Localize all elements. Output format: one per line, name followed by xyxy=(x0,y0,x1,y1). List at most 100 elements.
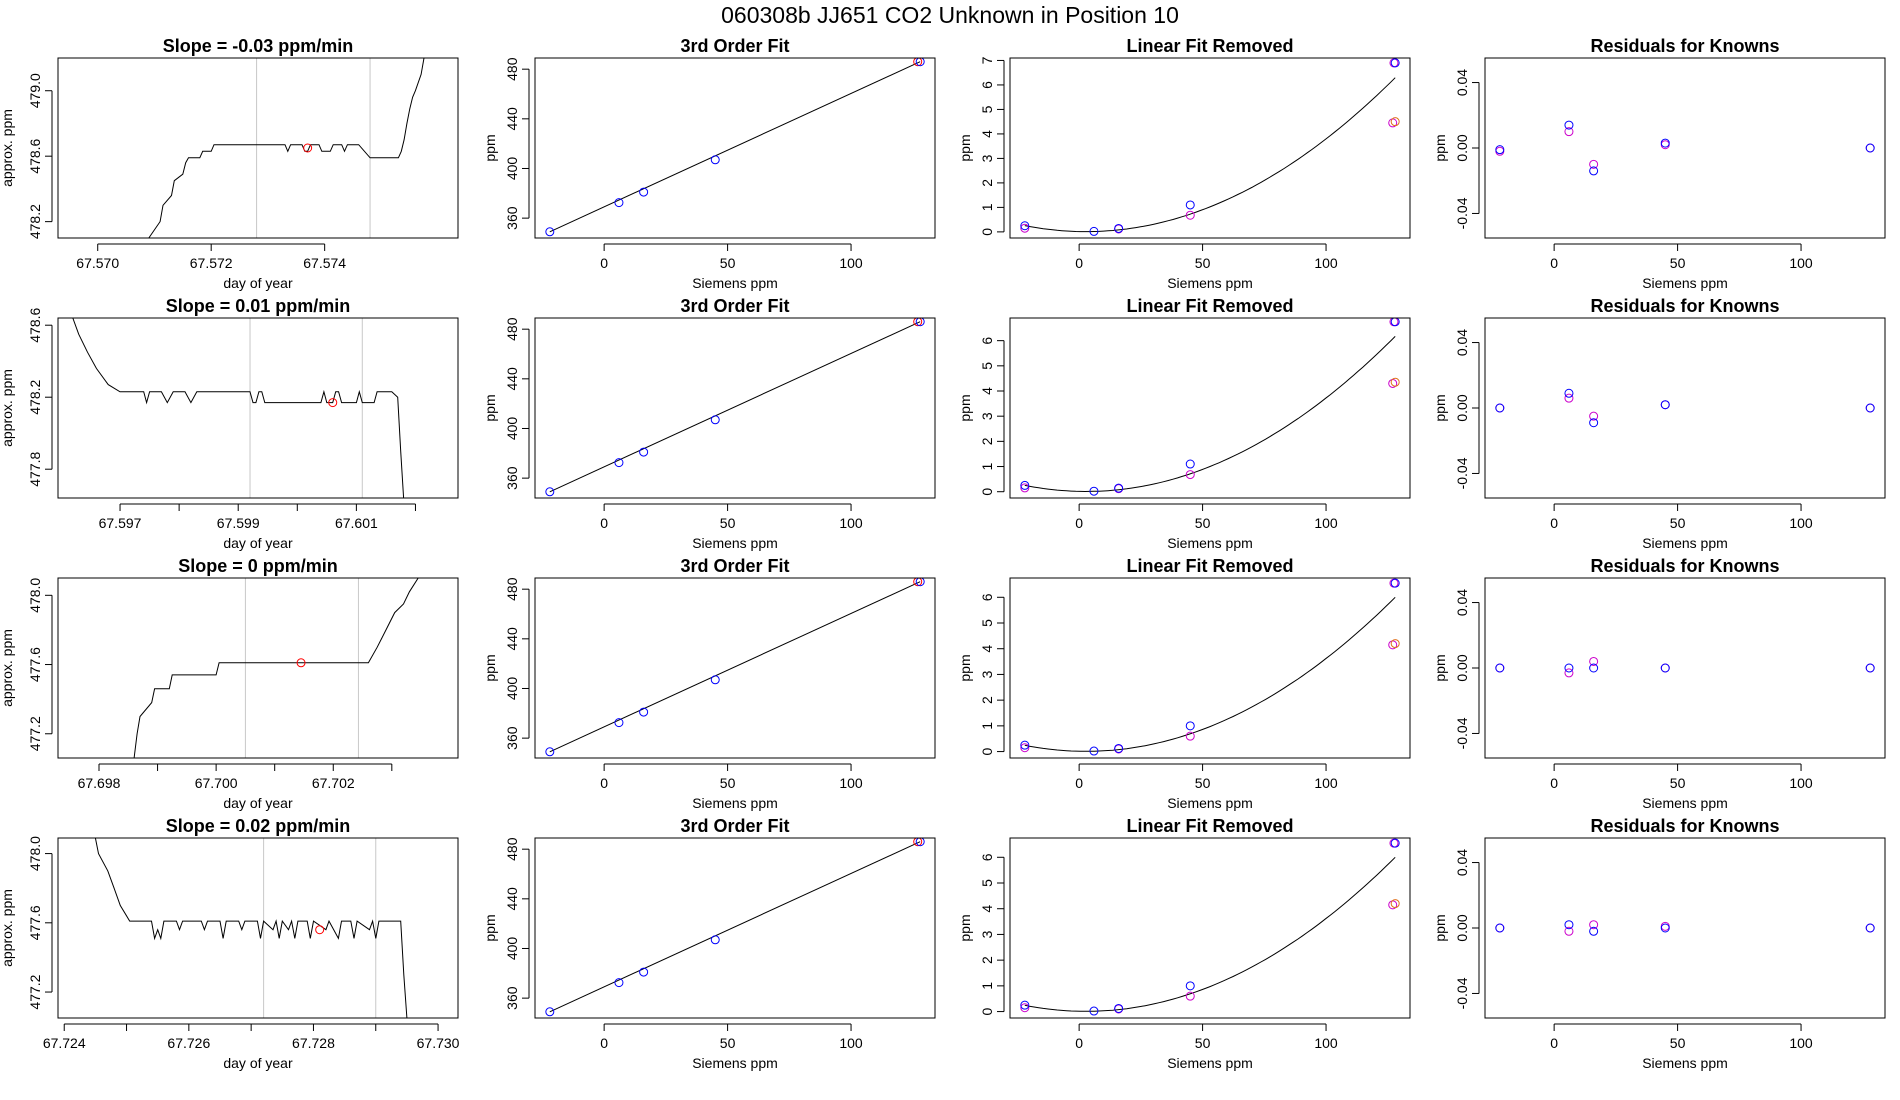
y-tick-label: 400 xyxy=(504,157,520,181)
magenta-point xyxy=(1020,743,1030,753)
magenta-point xyxy=(1589,920,1599,930)
y-tick-label: 477.6 xyxy=(27,905,43,940)
blue-point xyxy=(1865,663,1875,673)
plot-frame xyxy=(57,317,459,499)
y-axis-label: ppm xyxy=(1432,914,1448,941)
blue-point xyxy=(1660,138,1670,148)
panel-title: Residuals for Knowns xyxy=(1590,816,1779,836)
panel-2-4: 3rd Order Fit 0 50 100 360 400 440 480 Siemens p… xyxy=(482,816,936,1071)
y-tick-label: -0.04 xyxy=(1454,977,1470,1009)
x-axis-label: day of year xyxy=(223,275,293,291)
x-tick-label: 0 xyxy=(600,515,608,531)
y-tick-label: 0.04 xyxy=(1454,849,1470,876)
y-tick-label: 477.8 xyxy=(27,451,43,486)
x-tick-label: 100 xyxy=(1314,515,1338,531)
magenta-point xyxy=(1388,900,1398,910)
y-tick-label: 478.0 xyxy=(27,836,43,871)
blue-point xyxy=(639,187,649,197)
panel-3-1: Linear Fit Removed 0 50 100 0 1 2 3 4 5 6 7 Siemens … xyxy=(957,36,1411,291)
blue-point xyxy=(1089,746,1099,756)
plot-frame xyxy=(1009,837,1411,1019)
y-tick-label: 360 xyxy=(504,466,520,490)
blue-point xyxy=(1564,120,1574,130)
y-tick-label: 0 xyxy=(979,228,995,236)
plot-frame xyxy=(1009,317,1411,499)
y-tick-label: 400 xyxy=(504,937,520,961)
x-tick-label: 0 xyxy=(1075,775,1083,791)
x-tick-label: 67.599 xyxy=(217,515,260,531)
x-tick-label: 67.728 xyxy=(292,1035,335,1051)
magenta-point xyxy=(1564,393,1574,403)
blue-point xyxy=(1564,663,1574,673)
y-tick-label: -0.04 xyxy=(1454,197,1470,229)
x-tick-label: 67.698 xyxy=(78,775,121,791)
blue-point xyxy=(1495,923,1505,933)
blue-point xyxy=(1114,223,1124,233)
x-axis-label: Siemens ppm xyxy=(1642,1055,1728,1071)
x-tick-label: 100 xyxy=(1314,1035,1338,1051)
blue-point xyxy=(1495,403,1505,413)
plot-frame xyxy=(1009,57,1411,239)
y-tick-label: 5 xyxy=(979,879,995,887)
x-tick-label: 100 xyxy=(839,515,863,531)
x-axis-label: Siemens ppm xyxy=(692,275,778,291)
blue-point xyxy=(1114,1003,1124,1013)
magenta-point xyxy=(1564,127,1574,137)
y-axis-label: ppm xyxy=(957,134,973,161)
plot-area xyxy=(545,318,925,497)
blue-point xyxy=(1114,743,1124,753)
ppm-trace xyxy=(94,838,408,1018)
panel-4-2: Residuals for Knowns 0 50 100 -0.04 0.00 0.04 S… xyxy=(1432,296,1886,551)
blue-point xyxy=(1495,145,1505,155)
blue-point xyxy=(1020,740,1030,750)
plot-frame xyxy=(57,57,459,239)
blue-point xyxy=(1564,388,1574,398)
x-tick-label: 50 xyxy=(720,775,736,791)
plot-area xyxy=(148,58,425,238)
blue-point xyxy=(1390,838,1400,848)
plot-area xyxy=(545,838,925,1017)
y-tick-label: 478.2 xyxy=(27,204,43,239)
blue-point xyxy=(639,447,649,457)
blue-point xyxy=(545,487,555,497)
blue-point xyxy=(1089,226,1099,236)
y-tick-label: 3 xyxy=(979,154,995,162)
blue-point xyxy=(639,707,649,717)
red-point xyxy=(913,318,923,327)
plot-area xyxy=(1020,58,1400,236)
plot-frame xyxy=(534,57,936,239)
magenta-point xyxy=(1185,731,1195,741)
x-tick-label: 50 xyxy=(1670,1035,1686,1051)
x-tick-label: 67.570 xyxy=(76,255,119,271)
y-axis-label: ppm xyxy=(482,654,498,681)
y-axis-label: ppm xyxy=(1432,654,1448,681)
blue-point xyxy=(1089,486,1099,496)
plot-frame xyxy=(1484,837,1886,1019)
y-tick-label: 2 xyxy=(979,179,995,187)
x-tick-label: 100 xyxy=(839,255,863,271)
y-tick-label: 477.2 xyxy=(27,974,43,1009)
blue-point xyxy=(710,155,720,165)
y-axis-label: ppm xyxy=(957,914,973,941)
fit-curve xyxy=(549,581,921,753)
y-tick-label: 6 xyxy=(979,853,995,861)
fit-curve xyxy=(1024,77,1396,233)
panel-title: Slope = 0.01 ppm/min xyxy=(166,296,351,316)
red-point xyxy=(913,58,923,67)
x-axis-label: day of year xyxy=(223,535,293,551)
orange-point xyxy=(1390,639,1400,649)
y-tick-label: 0.04 xyxy=(1454,329,1470,356)
mean-marker xyxy=(303,143,313,153)
x-tick-label: 0 xyxy=(600,255,608,271)
y-axis-label: ppm xyxy=(482,914,498,941)
x-tick-label: 67.730 xyxy=(417,1035,460,1051)
x-tick-label: 50 xyxy=(1195,255,1211,271)
orange-point xyxy=(1390,117,1400,127)
orange-point xyxy=(1390,377,1400,387)
blue-point xyxy=(1495,663,1505,673)
x-tick-label: 0 xyxy=(1550,1035,1558,1051)
y-tick-label: 0 xyxy=(979,747,995,755)
y-axis-label: ppm xyxy=(957,394,973,421)
x-tick-label: 0 xyxy=(600,1035,608,1051)
